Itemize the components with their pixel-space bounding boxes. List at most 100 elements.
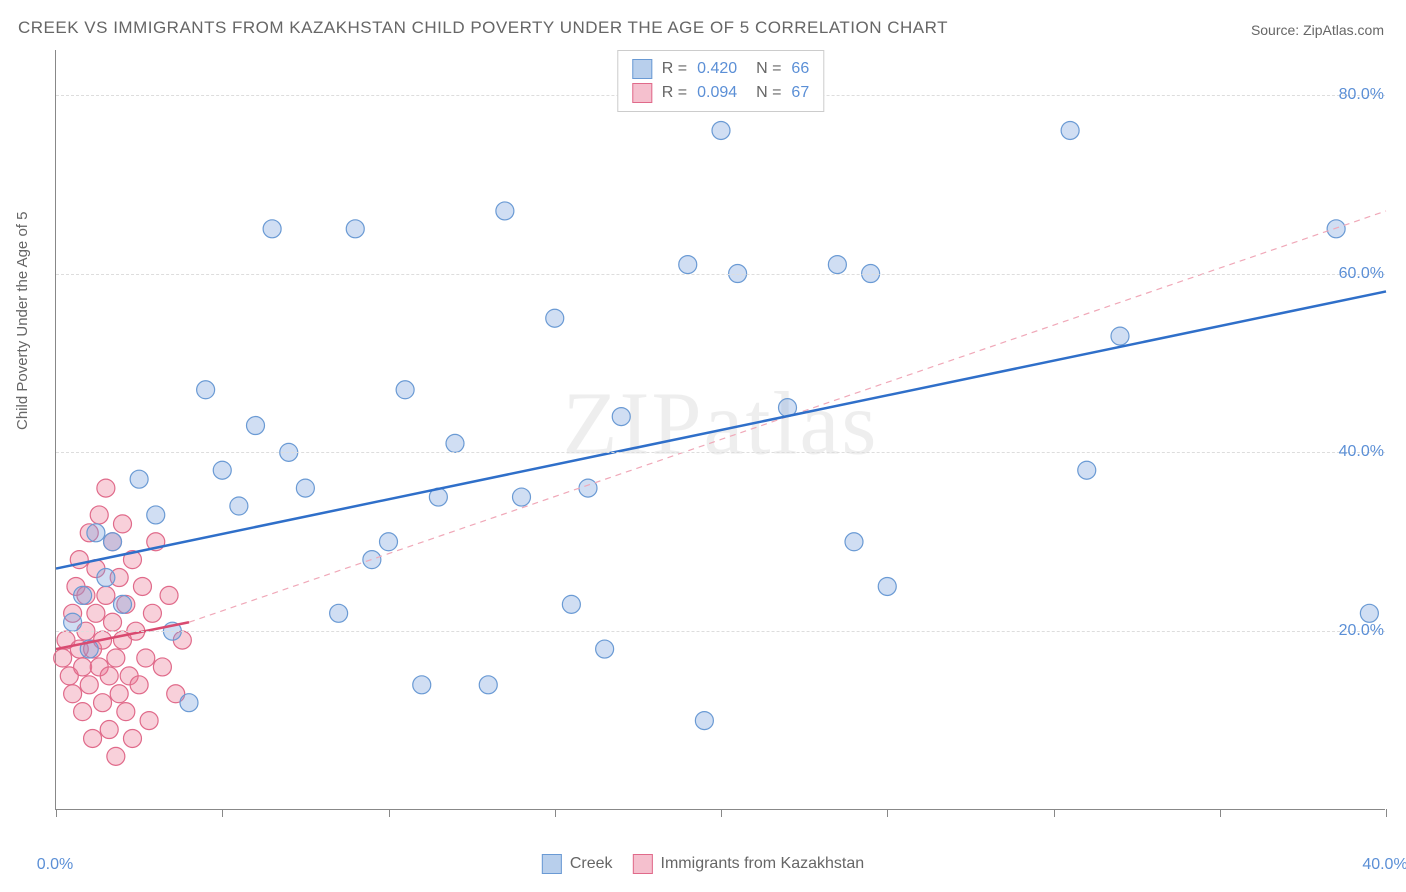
legend-row-kazakhstan: R = 0.094 N = 67	[632, 81, 809, 105]
data-point	[97, 586, 115, 604]
data-point	[87, 524, 105, 542]
data-point	[100, 721, 118, 739]
data-point	[90, 506, 108, 524]
data-point	[97, 569, 115, 587]
x-tick	[1220, 809, 1221, 817]
gridline	[56, 274, 1385, 275]
data-point	[446, 434, 464, 452]
data-point	[74, 586, 92, 604]
data-point	[107, 649, 125, 667]
data-point	[363, 551, 381, 569]
legend-row-creek: R = 0.420 N = 66	[632, 57, 809, 81]
r-value-creek: 0.420	[697, 60, 737, 78]
plot-svg	[56, 50, 1385, 809]
data-point	[74, 703, 92, 721]
data-point	[213, 461, 231, 479]
correlation-chart: CREEK VS IMMIGRANTS FROM KAZAKHSTAN CHIL…	[0, 0, 1406, 892]
y-axis-label: Child Poverty Under the Age of 5	[14, 212, 31, 430]
source-label: Source: ZipAtlas.com	[1251, 22, 1384, 38]
data-point	[562, 595, 580, 613]
data-point	[143, 604, 161, 622]
legend-label: Immigrants from Kazakhstan	[661, 855, 865, 873]
data-point	[1078, 461, 1096, 479]
data-point	[133, 577, 151, 595]
data-point	[579, 479, 597, 497]
gridline	[56, 631, 1385, 632]
x-tick	[56, 809, 57, 817]
data-point	[679, 256, 697, 274]
y-tick-label: 40.0%	[1339, 443, 1384, 461]
x-tick-label: 0.0%	[37, 856, 73, 874]
data-point	[413, 676, 431, 694]
data-point	[513, 488, 531, 506]
data-point	[828, 256, 846, 274]
series-legend: Creek Immigrants from Kazakhstan	[542, 854, 864, 874]
x-tick	[1386, 809, 1387, 817]
data-point	[140, 712, 158, 730]
data-point	[845, 533, 863, 551]
legend-item: Creek	[542, 854, 613, 874]
swatch-kazakhstan	[632, 83, 652, 103]
data-point	[97, 479, 115, 497]
data-point	[130, 676, 148, 694]
legend-swatch	[633, 854, 653, 874]
data-point	[695, 712, 713, 730]
data-point	[64, 685, 82, 703]
data-point	[104, 533, 122, 551]
data-point	[80, 676, 98, 694]
plot-area: ZIPatlas R = 0.420 N = 66 R = 0.094 N = …	[55, 50, 1385, 810]
data-point	[180, 694, 198, 712]
x-tick	[555, 809, 556, 817]
data-point	[123, 729, 141, 747]
data-point	[263, 220, 281, 238]
x-tick	[389, 809, 390, 817]
x-tick	[887, 809, 888, 817]
n-value-creek: 66	[791, 60, 809, 78]
data-point	[612, 408, 630, 426]
legend-swatch	[542, 854, 562, 874]
data-point	[137, 649, 155, 667]
data-point	[54, 649, 72, 667]
x-tick	[1054, 809, 1055, 817]
data-point	[1061, 121, 1079, 139]
data-point	[100, 667, 118, 685]
data-point	[64, 613, 82, 631]
data-point	[479, 676, 497, 694]
data-point	[496, 202, 514, 220]
y-tick-label: 80.0%	[1339, 86, 1384, 104]
data-point	[330, 604, 348, 622]
data-point	[247, 417, 265, 435]
data-point	[104, 613, 122, 631]
data-point	[396, 381, 414, 399]
x-tick	[222, 809, 223, 817]
data-point	[94, 694, 112, 712]
y-tick-label: 60.0%	[1339, 265, 1384, 283]
x-tick	[721, 809, 722, 817]
data-point	[1111, 327, 1129, 345]
data-point	[153, 658, 171, 676]
chart-title: CREEK VS IMMIGRANTS FROM KAZAKHSTAN CHIL…	[18, 18, 948, 38]
legend-item: Immigrants from Kazakhstan	[633, 854, 865, 874]
data-point	[712, 121, 730, 139]
data-point	[87, 604, 105, 622]
data-point	[117, 703, 135, 721]
data-point	[878, 577, 896, 595]
swatch-creek	[632, 59, 652, 79]
data-point	[596, 640, 614, 658]
correlation-legend: R = 0.420 N = 66 R = 0.094 N = 67	[617, 50, 824, 112]
data-point	[107, 747, 125, 765]
data-point	[160, 586, 178, 604]
data-point	[1360, 604, 1378, 622]
data-point	[380, 533, 398, 551]
data-point	[230, 497, 248, 515]
x-tick-label: 40.0%	[1362, 856, 1406, 874]
r-value-kazakhstan: 0.094	[697, 84, 737, 102]
data-point	[1327, 220, 1345, 238]
data-point	[346, 220, 364, 238]
data-point	[84, 729, 102, 747]
data-point	[296, 479, 314, 497]
data-point	[546, 309, 564, 327]
n-value-kazakhstan: 67	[791, 84, 809, 102]
data-point	[110, 685, 128, 703]
data-point	[130, 470, 148, 488]
